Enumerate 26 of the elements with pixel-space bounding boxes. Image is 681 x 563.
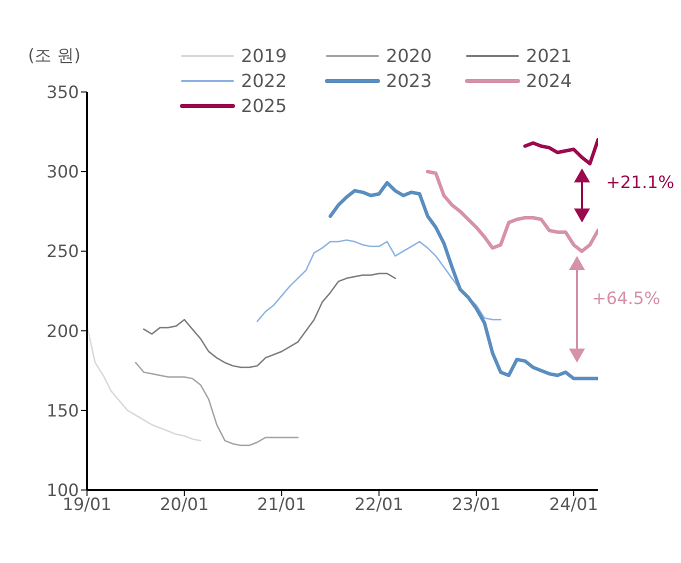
legend-label: 2021	[526, 46, 572, 66]
x-tick-label: 22/01	[354, 495, 404, 516]
legend-label: 2025	[241, 96, 287, 116]
line-series	[134, 362, 299, 446]
y-tick-label: 300	[46, 162, 79, 183]
legend-label: 2020	[386, 46, 432, 66]
x-tick-label: 24/01	[549, 495, 598, 516]
legend-label: 2023	[386, 70, 432, 92]
legend-label: 2024	[526, 70, 572, 92]
line-series	[256, 239, 502, 322]
y-axis-title: (조 원)	[28, 45, 81, 67]
y-tick-label: 250	[46, 242, 79, 262]
line-series	[87, 325, 202, 442]
x-tick-label: 21/01	[257, 495, 306, 516]
y-tick-label: 150	[46, 401, 79, 422]
line-series	[143, 272, 396, 368]
x-tick-label: 23/01	[452, 495, 501, 516]
y-tick-label: 200	[46, 322, 79, 342]
legend-label: 2022	[241, 70, 287, 92]
y-tick-label: 350	[46, 83, 79, 104]
line-series	[426, 170, 598, 253]
annotation: +64.5%	[592, 288, 660, 309]
legend-label: 2019	[241, 46, 287, 66]
text: +21.1%	[606, 172, 674, 193]
line-series	[523, 138, 598, 166]
x-tick-label: 20/01	[160, 495, 209, 516]
